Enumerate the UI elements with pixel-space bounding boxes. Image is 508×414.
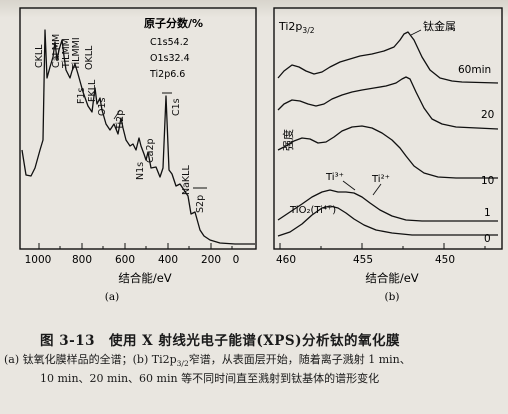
panel-b-xlabel: 结合能/eV: [365, 271, 418, 285]
label-tio2: TiO₂(Ti⁴⁺): [289, 205, 336, 216]
peak-label-fkll: FKLL: [87, 79, 98, 102]
peak-label-tilmmi: TiLMMI: [71, 37, 82, 71]
label-ti2: Ti²⁺: [371, 174, 390, 185]
panel-a-tick-0: 0: [233, 254, 240, 266]
panel-b-tick-455: 455: [353, 254, 373, 266]
peak-label-s2p: S2p: [195, 195, 206, 213]
peak-label-calmm: CaLMM: [51, 34, 62, 68]
peak-label-tilmm: TiLMM: [61, 38, 72, 69]
composition-title: 原子分数/%: [144, 16, 203, 30]
spectrum-20min: [277, 76, 499, 130]
peak-label-o1s: O1s: [97, 97, 108, 116]
panel-a-tick-400: 400: [158, 254, 178, 266]
panel-a-xlabel: 结合能/eV: [118, 271, 171, 285]
panel-a-tick-800: 800: [72, 254, 92, 266]
spectrum-60min: [277, 31, 499, 84]
panel-b: Ti2p3/2 强度 钛金属 60min 20 10 1 0: [273, 7, 503, 303]
figure-caption-line-2: 10 min、20 min、60 min 等不同时间直至溅射到钛基体的谱形变化: [40, 372, 380, 385]
peak-label-ca2p: Ca2p: [145, 138, 156, 163]
composition-ti2p: Ti2p6.6: [149, 69, 185, 80]
peak-label-n1s: N1s: [135, 162, 146, 180]
ti2p-leader-line: [113, 109, 121, 120]
panel-a-tick-1000: 1000: [25, 254, 52, 266]
spectrum-1min: [277, 189, 498, 222]
peak-label-f1s: F1s: [76, 87, 87, 104]
ti3-leader-line: [342, 180, 356, 191]
spectrum-0min: [277, 205, 498, 237]
panel-a-tick-600: 600: [115, 254, 135, 266]
panel-a: 原子分数/% C1s54.2 O1s32.4 Ti2p6.6 CKLL CaLM…: [19, 7, 257, 303]
composition-o1s: O1s32.4: [150, 53, 190, 64]
label-ti3: Ti³⁺: [325, 172, 344, 183]
peak-label-nakll: NaKLL: [181, 165, 192, 195]
panel-b-sublabel: (b): [385, 291, 400, 303]
peak-label-okll: OKLL: [84, 45, 95, 70]
panel-a-frame: [19, 7, 257, 250]
time-label-1min: 1: [484, 207, 491, 219]
panel-b-ylabel: 强度: [281, 129, 295, 151]
ti2-leader-line: [372, 183, 382, 196]
spectrum-10min: [277, 125, 498, 179]
panel-b-title: Ti2p3/2: [278, 20, 315, 35]
composition-c1s: C1s54.2: [150, 37, 189, 48]
time-label-10min: 10: [481, 175, 494, 187]
panel-b-ticks: [279, 243, 486, 249]
label-titanium-metal: 钛金属: [423, 19, 456, 33]
previous-page-bleed: [0, 0, 508, 18]
figure-caption-title: 图 3-13 使用 X 射线光电子能谱(XPS)分析钛的氧化膜: [40, 333, 401, 349]
panel-a-survey-spectrum: [21, 29, 255, 245]
time-label-20min: 20: [481, 109, 494, 121]
peak-label-ckll: CKLL: [34, 44, 45, 68]
panel-a-ticks: [38, 243, 233, 249]
metal-leader-line: [410, 29, 422, 36]
figure-caption-line-1: (a) 钛氧化膜样品的全谱；(b) Ti2p3/2窄谱，从表面层开始，随着离子溅…: [4, 353, 411, 369]
panel-a-sublabel: (a): [105, 291, 119, 303]
panel-b-frame: [273, 7, 503, 250]
panel-a-tick-200: 200: [201, 254, 221, 266]
peak-label-c1s: C1s: [171, 98, 182, 116]
figure: 原子分数/% C1s54.2 O1s32.4 Ti2p6.6 CKLL CaLM…: [19, 7, 503, 303]
panel-b-tick-460: 460: [276, 254, 296, 266]
panel-b-tick-450: 450: [435, 254, 455, 266]
time-label-60min: 60min: [458, 64, 491, 76]
peak-label-ti2p: Ti2p: [115, 110, 126, 131]
time-label-0min: 0: [484, 233, 491, 245]
